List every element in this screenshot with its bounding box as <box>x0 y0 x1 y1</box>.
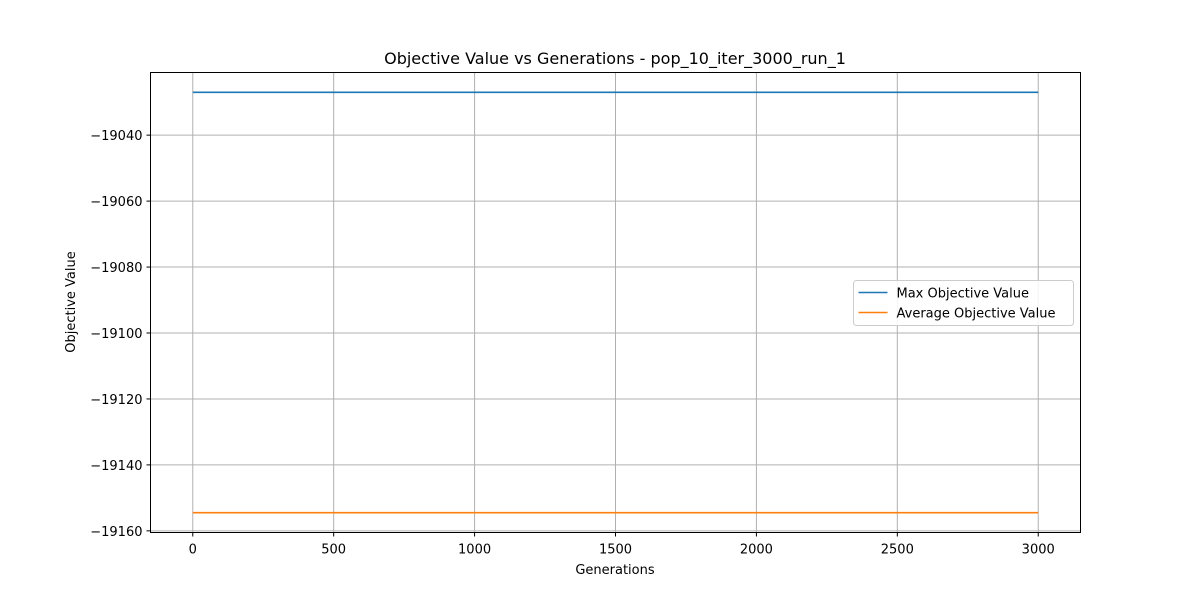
series-lines <box>192 91 1039 514</box>
y-axis: −19040 −19060 −19080 −19100 −19120 −19140 −191… <box>90 129 151 540</box>
x-tick-label: 2000 <box>740 543 773 558</box>
y-axis-label: Objective Value <box>64 251 79 352</box>
grid-lines <box>150 72 1081 533</box>
legend-label-average: Average Objective Value <box>897 307 1056 322</box>
y-tick-label: −19060 <box>90 195 142 210</box>
legend-label-max: Max Objective Value <box>897 287 1029 302</box>
legend: Max Objective Value Average Objective Val… <box>853 280 1074 326</box>
legend-box <box>853 280 1074 326</box>
y-tick-label: −19040 <box>90 129 142 144</box>
x-axis: 0 500 1000 1500 2000 2500 3000 <box>189 532 1055 558</box>
x-tick-label: 500 <box>321 543 346 558</box>
y-tick-label: −19160 <box>90 525 142 540</box>
y-tick-label: −19080 <box>90 261 142 276</box>
y-tick-label: −19120 <box>90 393 142 408</box>
x-tick-label: 3000 <box>1022 543 1055 558</box>
x-tick-label: 1000 <box>458 543 491 558</box>
x-tick-label: 1500 <box>599 543 632 558</box>
x-tick-label: 2500 <box>881 543 914 558</box>
x-axis-label: Generations <box>575 563 655 578</box>
y-tick-label: −19100 <box>90 327 142 342</box>
y-tick-label: −19140 <box>90 459 142 474</box>
chart-title: Objective Value vs Generations - pop_10_… <box>384 49 846 69</box>
x-tick-label: 0 <box>189 543 197 558</box>
